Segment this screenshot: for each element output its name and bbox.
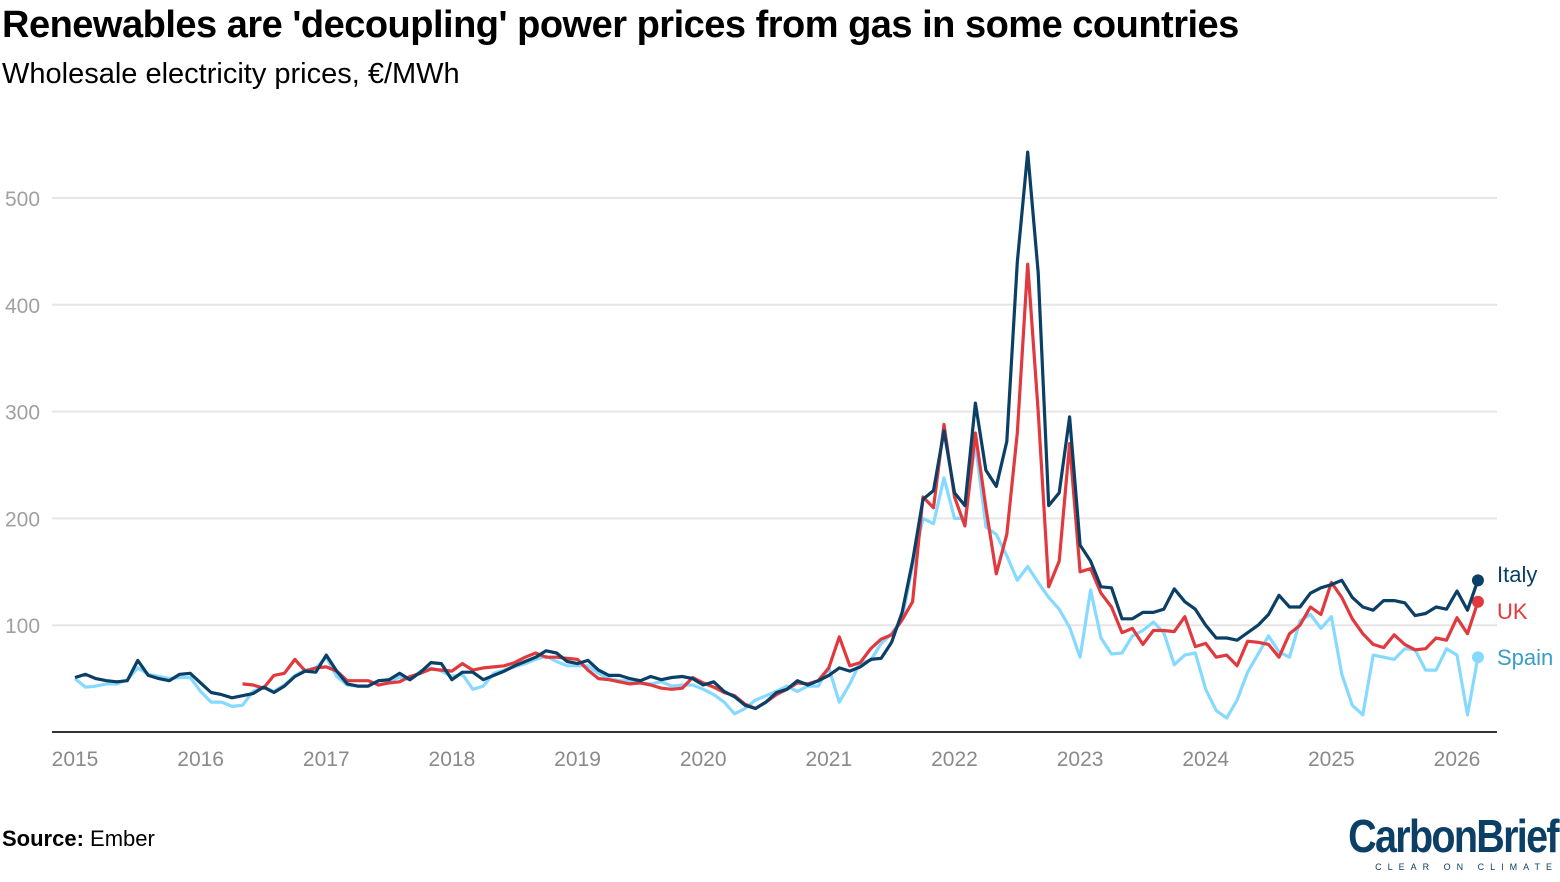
series-line-uk: [242, 262, 1480, 711]
x-tick-label: 2016: [177, 748, 224, 771]
source-label: Source:: [2, 826, 84, 851]
y-tick-label: 500: [5, 188, 40, 211]
carbonbrief-logo: CarbonBrief CLEAR ON CLIMATE: [1314, 810, 1559, 872]
x-tick-label: 2020: [680, 748, 727, 771]
x-tick-label: 2019: [554, 748, 601, 771]
logo-name: CarbonBrief: [1348, 810, 1559, 862]
x-tick-label: 2017: [303, 748, 350, 771]
end-point-italy: [1471, 574, 1484, 587]
chart-subtitle: Wholesale electricity prices, €/MWh: [2, 58, 460, 90]
end-point-spain: [1471, 651, 1484, 664]
y-tick-label: 300: [5, 402, 40, 425]
series-labels: Spain UK Italy: [1497, 562, 1553, 670]
x-tick-label: 2018: [429, 748, 476, 771]
source-note: Source: Ember: [2, 826, 155, 852]
y-tick-label: 400: [5, 295, 40, 318]
x-tick-label: 2025: [1308, 748, 1355, 771]
x-tick-label: 2015: [52, 748, 99, 771]
series-label-italy: Italy: [1497, 562, 1537, 587]
x-tick-label: 2021: [805, 748, 852, 771]
y-tick-label: 200: [5, 508, 40, 531]
y-axis: 100 200 300 400 500: [5, 188, 40, 638]
series-lines: [73, 150, 1484, 720]
series-label-spain: Spain: [1497, 645, 1553, 670]
series-label-uk: UK: [1497, 599, 1528, 624]
x-axis: 2015 2016 2017 2018 2019 2020 2021 2022 2023 2024…: [52, 731, 1497, 771]
x-tick-label: 2023: [1057, 748, 1104, 771]
end-point-uk: [1471, 595, 1484, 608]
gridlines: [52, 197, 1497, 627]
series-line-spain: [73, 442, 1480, 720]
chart-title: Renewables are 'decoupling' power prices…: [2, 4, 1239, 46]
y-tick-label: 100: [5, 615, 40, 638]
series-line-italy: [74, 150, 1480, 711]
logo-tagline: CLEAR ON CLIMATE: [1375, 862, 1558, 872]
x-tick-label: 2024: [1182, 748, 1229, 771]
x-tick-label: 2022: [931, 748, 978, 771]
x-tick-label: 2026: [1434, 748, 1481, 771]
source-value: Ember: [90, 826, 155, 851]
